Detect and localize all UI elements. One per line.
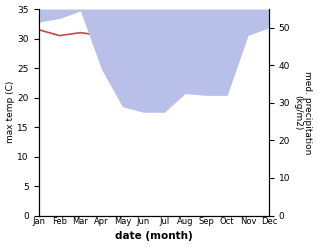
X-axis label: date (month): date (month) bbox=[115, 231, 193, 242]
Y-axis label: max temp (C): max temp (C) bbox=[5, 81, 15, 144]
Y-axis label: med. precipitation
(kg/m2): med. precipitation (kg/m2) bbox=[293, 71, 313, 154]
